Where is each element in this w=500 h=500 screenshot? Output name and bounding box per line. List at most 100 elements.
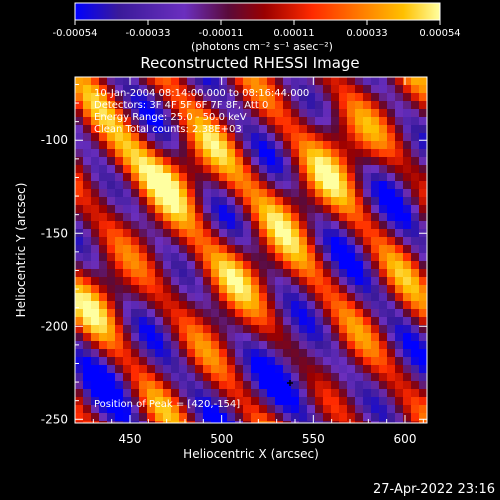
heatmap-cell [131,421,140,423]
heatmap-cell [179,181,188,190]
heatmap-cell [163,317,172,326]
heatmap-cell [259,381,268,390]
heatmap-cell [387,397,396,406]
heatmap-cell [227,245,236,254]
heatmap-cell [235,341,244,350]
heatmap-cell [211,229,220,238]
heatmap-cell [155,109,164,118]
heatmap-cell [187,189,196,198]
heatmap-cell [83,181,92,190]
heatmap-cell [219,309,228,318]
heatmap-cell [75,109,84,118]
heatmap-cell [139,181,148,190]
heatmap-cell [371,109,380,118]
heatmap-cell [123,117,132,126]
heatmap-cell [307,261,316,270]
heatmap-cell [259,77,268,86]
heatmap-cell [339,109,348,118]
heatmap-cell [283,397,292,406]
heatmap-cell [203,205,212,214]
heatmap-cell [275,325,284,334]
heatmap-cell [323,197,332,206]
heatmap-cell [203,157,212,166]
heatmap-cell [331,197,340,206]
colorbar-tick-label: -0.00033 [126,28,171,39]
heatmap-cell [115,197,124,206]
heatmap-cell [195,85,204,94]
heatmap-cell [195,341,204,350]
heatmap-cell [203,293,212,302]
heatmap-cell [387,149,396,158]
heatmap-cell [123,261,132,270]
heatmap-cell [91,245,100,254]
heatmap-cell [147,373,156,382]
heatmap-cell [123,413,132,422]
heatmap-cell [387,85,396,94]
heatmap-cell [411,293,420,302]
heatmap-cell [243,189,252,198]
heatmap-cell [419,197,427,206]
heatmap-cell [283,205,292,214]
heatmap-cell [115,357,124,366]
heatmap-cell [171,157,180,166]
heatmap-cell [323,381,332,390]
heatmap-cell [235,405,244,414]
heatmap-cell [83,253,92,262]
heatmap-cell [115,93,124,102]
heatmap-cell [179,397,188,406]
heatmap-cell [323,205,332,214]
heatmap-cell [83,173,92,182]
heatmap-cell [291,141,300,150]
heatmap-cell [291,77,300,86]
heatmap-cell [403,117,412,126]
heatmap-cell [323,309,332,318]
heatmap-cell [179,301,188,310]
heatmap-cell [203,413,212,422]
heatmap-cell [371,189,380,198]
y-tick-label: -200 [41,319,68,333]
heatmap-cell [155,141,164,150]
heatmap-cell [219,317,228,326]
heatmap-cell [195,125,204,134]
heatmap-cell [75,125,84,134]
heatmap-cell [187,101,196,110]
heatmap-cell [187,245,196,254]
heatmap-cell [403,301,412,310]
heatmap-cell [155,261,164,270]
heatmap-cell [147,301,156,310]
heatmap-cell [139,277,148,286]
heatmap-cell [115,397,124,406]
heatmap-cell [99,317,108,326]
heatmap-cell [219,405,228,414]
heatmap-cell [91,181,100,190]
heatmap-cell [419,157,427,166]
heatmap-cell [83,149,92,158]
heatmap-cell [371,141,380,150]
heatmap-cell [379,237,388,246]
heatmap-cell [131,229,140,238]
heatmap-cell [235,117,244,126]
heatmap-cell [203,309,212,318]
heatmap-cell [347,101,356,110]
heatmap-cell [243,221,252,230]
heatmap-cell [259,389,268,398]
heatmap-cell [395,373,404,382]
heatmap-cell [267,261,276,270]
heatmap-cell [171,165,180,174]
heatmap-cell [219,141,228,150]
heatmap-cell [187,261,196,270]
heatmap-cell [411,381,420,390]
heatmap-cell [323,325,332,334]
heatmap-cell [243,205,252,214]
heatmap-cell [131,301,140,310]
heatmap-cell [155,309,164,318]
heatmap-cell [291,197,300,206]
heatmap-cell [267,349,276,358]
heatmap-cell [91,101,100,110]
heatmap-cell [331,357,340,366]
heatmap-cell [283,341,292,350]
heatmap-cell [91,93,100,102]
heatmap-cell [227,317,236,326]
heatmap-cell [331,213,340,222]
heatmap-cell [171,317,180,326]
